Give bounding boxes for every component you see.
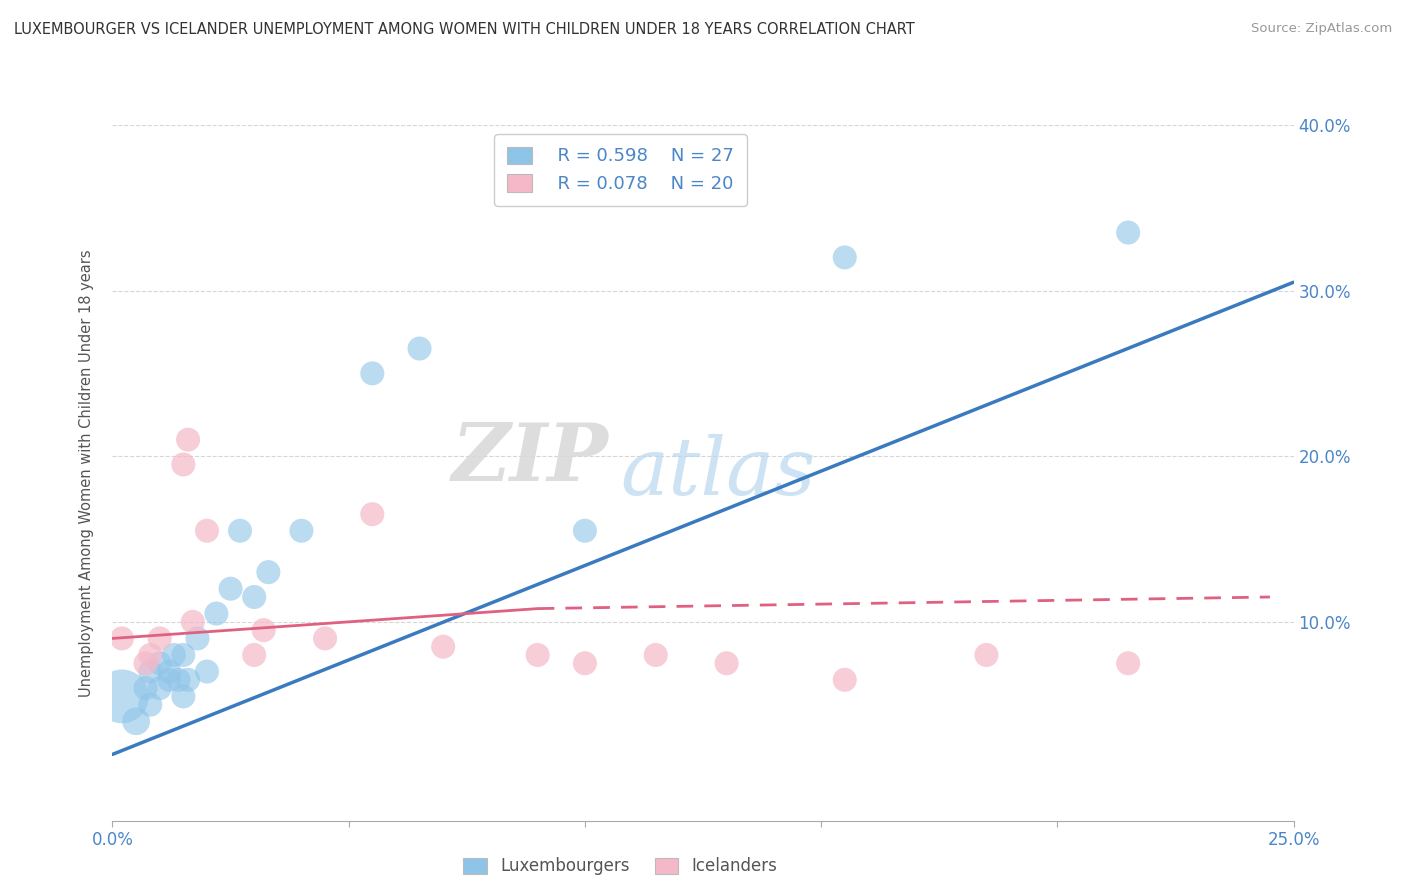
Point [111, 632, 134, 646]
Point [574, 524, 596, 538]
Point [149, 632, 172, 646]
Point [314, 632, 336, 646]
Point [177, 673, 200, 687]
Point [139, 698, 162, 712]
Legend: Luxembourgers, Icelanders: Luxembourgers, Icelanders [457, 851, 785, 882]
Point [834, 673, 856, 687]
Point [157, 673, 180, 687]
Point [1116, 226, 1139, 240]
Point [1116, 657, 1139, 671]
Point [135, 681, 157, 695]
Point [172, 690, 194, 704]
Point [195, 665, 218, 679]
Point [526, 648, 548, 662]
Point [149, 657, 172, 671]
Point [257, 565, 280, 579]
Point [157, 665, 180, 679]
Point [716, 657, 738, 671]
Point [177, 433, 200, 447]
Text: Source: ZipAtlas.com: Source: ZipAtlas.com [1251, 22, 1392, 36]
Point [644, 648, 666, 662]
Point [834, 251, 856, 265]
Point [186, 632, 208, 646]
Point [125, 714, 148, 729]
Point [243, 590, 266, 604]
Text: ZIP: ZIP [451, 420, 609, 498]
Point [976, 648, 998, 662]
Point [219, 582, 242, 596]
Point [163, 648, 186, 662]
Point [361, 367, 384, 381]
Point [205, 607, 228, 621]
Point [139, 648, 162, 662]
Text: atlas: atlas [620, 434, 815, 511]
Point [253, 623, 276, 637]
Point [290, 524, 312, 538]
Text: LUXEMBOURGER VS ICELANDER UNEMPLOYMENT AMONG WOMEN WITH CHILDREN UNDER 18 YEARS : LUXEMBOURGER VS ICELANDER UNEMPLOYMENT A… [14, 22, 915, 37]
Point [172, 648, 194, 662]
Point [195, 524, 218, 538]
Point [229, 524, 252, 538]
Y-axis label: Unemployment Among Women with Children Under 18 years: Unemployment Among Women with Children U… [79, 249, 94, 697]
Point [135, 657, 157, 671]
Point [167, 673, 190, 687]
Point [408, 342, 430, 356]
Point [111, 690, 134, 704]
Point [432, 640, 454, 654]
Point [181, 615, 204, 629]
Point [361, 507, 384, 521]
Point [574, 657, 596, 671]
Point [243, 648, 266, 662]
Point [149, 681, 172, 695]
Point [172, 458, 194, 472]
Point [139, 665, 162, 679]
